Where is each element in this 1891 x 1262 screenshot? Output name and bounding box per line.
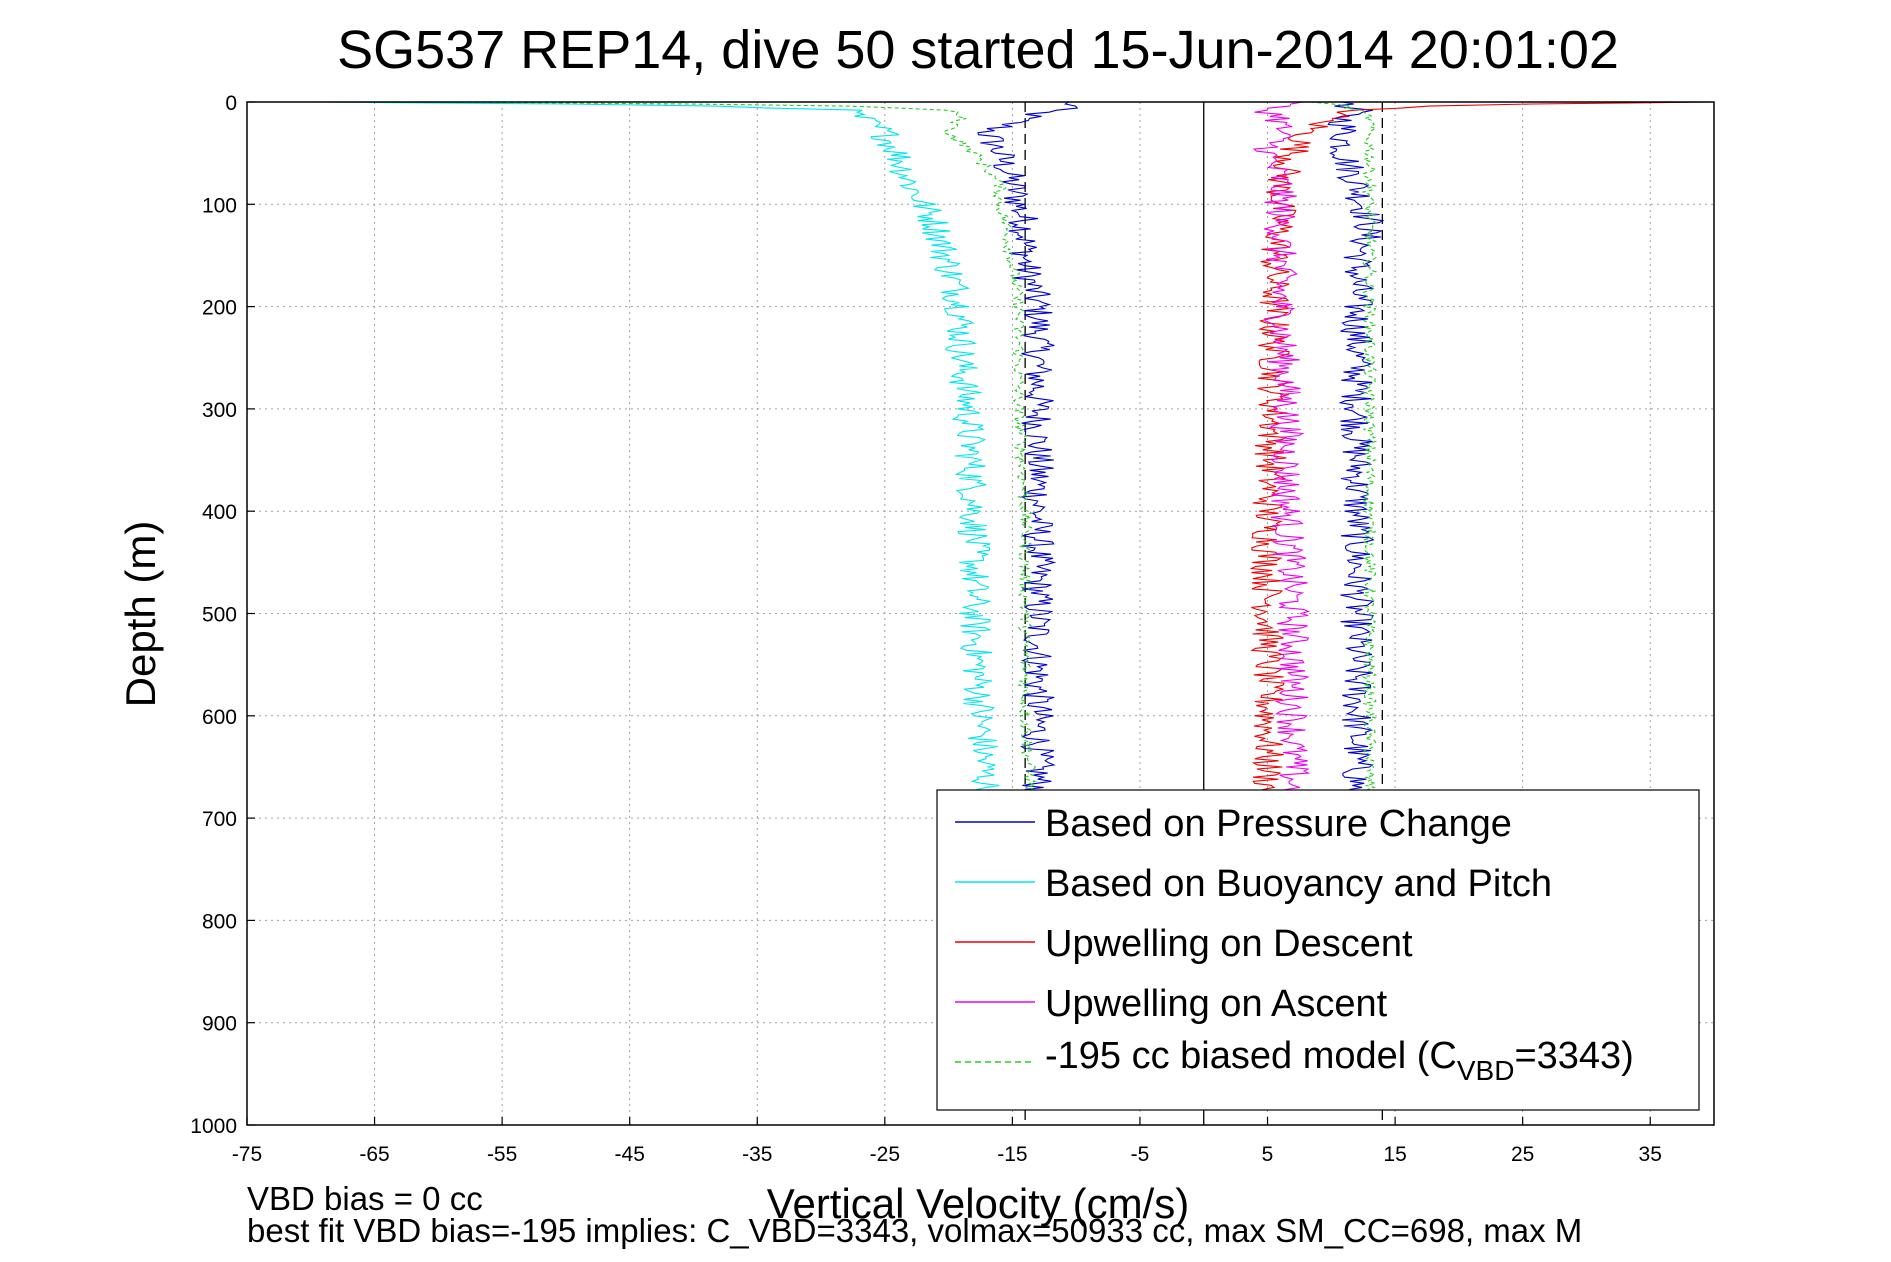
- x-tick-label: 25: [1511, 1143, 1534, 1166]
- y-tick-label: 200: [202, 297, 237, 320]
- footer-vbd-bias: VBD bias = 0 cc: [247, 1180, 483, 1217]
- y-tick-label: 300: [202, 399, 237, 422]
- series-line: [1310, 101, 1378, 799]
- legend: Based on Pressure Change Based on Buoyan…: [936, 789, 1700, 1111]
- series-line: [1252, 101, 1311, 799]
- series-line: [1249, 101, 1715, 799]
- legend-label-ascent: Upwelling on Ascent: [1045, 983, 1388, 1025]
- y-tick-label: 800: [202, 910, 237, 933]
- x-tick-label: -5: [1131, 1143, 1150, 1166]
- x-tick-label: 5: [1262, 1143, 1274, 1166]
- y-tick-label: 1000: [190, 1115, 237, 1138]
- x-tick-label: 15: [1383, 1143, 1406, 1166]
- x-tick-label: 35: [1639, 1143, 1662, 1166]
- legend-box: [936, 789, 1700, 1111]
- x-tick-label: -35: [742, 1143, 772, 1166]
- y-tick-label: 900: [202, 1013, 237, 1036]
- y-tick-label: 0: [225, 92, 237, 115]
- series-line: [439, 101, 1038, 799]
- x-axis-label: Vertical Velocity (cm/s): [767, 1180, 1189, 1227]
- y-tick-label: 700: [202, 808, 237, 831]
- series-line: [315, 101, 1001, 799]
- x-tick-label: -55: [487, 1143, 517, 1166]
- y-ticks: 0 100 200 300 400 500 600 700 800 900 1000: [190, 92, 255, 1138]
- legend-label-descent: Upwelling on Descent: [1045, 923, 1413, 965]
- x-tick-label: -65: [359, 1143, 389, 1166]
- legend-label-buoyancy: Based on Buoyancy and Pitch: [1045, 863, 1552, 905]
- x-tick-label: -45: [615, 1143, 645, 1166]
- legend-label-pressure: Based on Pressure Change: [1045, 803, 1512, 845]
- x-tick-label: -25: [870, 1143, 900, 1166]
- chart-title: SG537 REP14, dive 50 started 15-Jun-2014…: [337, 20, 1619, 80]
- y-tick-label: 400: [202, 501, 237, 524]
- x-ticks: -75 -65 -55 -45 -35 -25 -15 -5 5 15 25 35: [232, 1117, 1662, 1166]
- legend-label-model: -195 cc biased model (CVBD=3343): [1045, 1035, 1634, 1086]
- series-line: [1327, 101, 1385, 799]
- y-axis-label: Depth (m): [117, 521, 164, 708]
- y-tick-label: 600: [202, 706, 237, 729]
- x-tick-label: -15: [997, 1143, 1027, 1166]
- y-tick-label: 500: [202, 604, 237, 627]
- series-line: [977, 101, 1079, 798]
- footer-best-fit: best fit VBD bias=-195 implies: C_VBD=33…: [247, 1212, 1582, 1249]
- series-group: [315, 101, 1715, 799]
- y-tick-label: 100: [202, 194, 237, 217]
- x-tick-label: -75: [232, 1143, 262, 1166]
